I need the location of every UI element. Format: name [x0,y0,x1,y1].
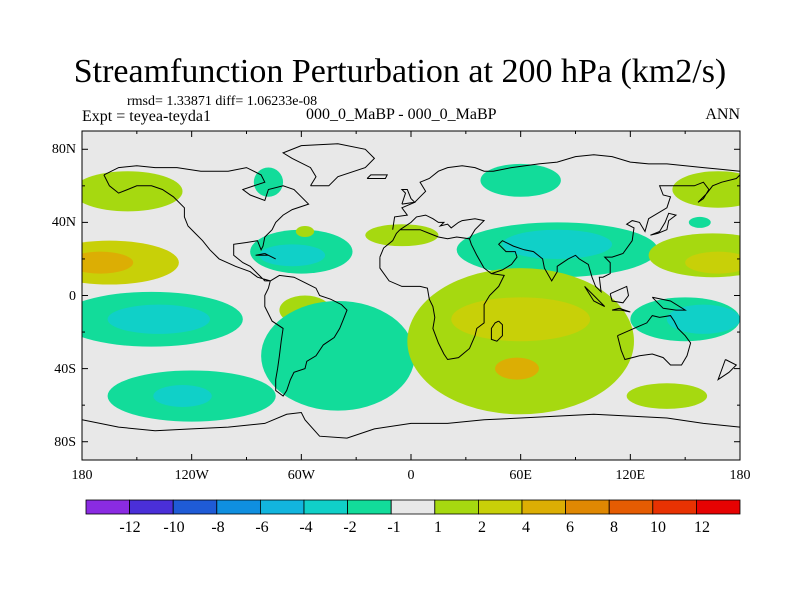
contour-fill-layer [82,163,740,422]
colorbar-box [608,499,654,515]
colorbar-label: 1 [434,519,442,536]
contour-region [626,383,708,409]
colorbar-label: -8 [211,519,224,536]
colorbar-label: 8 [610,519,618,536]
colorbar [85,499,741,515]
colorbar-label: 4 [522,519,530,536]
colorbar-box [216,499,261,515]
coastline [650,212,678,236]
contour-region [502,229,613,259]
coastline [264,274,348,397]
plot-title: Streamfunction Perturbation at 200 hPa (… [73,53,727,90]
contour-region [407,268,634,415]
coastline [651,296,687,311]
y-tick-label: 40N [52,215,76,230]
colorbar-label: -1 [387,519,400,536]
coastline [717,359,738,381]
colorbar-box [521,499,566,515]
colorbar-label: 10 [650,519,666,536]
contour-region [666,304,740,334]
x-tick-labels: 180 120W 60W 0 60E 120E 180 [72,468,751,483]
colorbar-box [652,499,697,515]
x-tick-label: 120E [616,468,646,483]
colorbar-box [434,499,479,515]
coastline [400,189,416,205]
coastline [379,229,401,258]
contour-region [672,171,740,208]
coastline [379,238,505,361]
colorbar-labels: -12 -10 -8 -6 -4 -2 -1 1 2 4 6 8 10 12 [119,519,710,536]
x-tick-label: 180 [730,468,751,483]
coastline [490,320,503,342]
colorbar-box [172,499,218,515]
coastline [366,174,389,179]
colorbar-label: 2 [478,519,486,536]
contour-region [480,163,561,197]
case-names: 000_0_MaBP - 000_0_MaBP [306,106,497,123]
axis-ticks [81,131,741,460]
coastline [399,214,486,240]
x-tick-label: 120W [175,468,210,483]
coastline [82,411,740,439]
coastline [281,143,376,187]
y-tick-labels: 80N 40N 0 40S 80S [52,142,76,450]
contour-region [688,216,711,228]
contour-region [261,300,415,411]
season-label: ANN [705,106,740,123]
y-tick-label: 80S [54,435,76,450]
colorbar-box [390,499,436,515]
contour-region [153,385,212,407]
contour-region [295,226,315,238]
contour-region [82,171,183,212]
coastline [609,285,630,304]
y-tick-label: 0 [69,289,76,304]
coastline [103,165,310,282]
coastline-layer [82,143,740,439]
contour-region [253,167,284,197]
coastline [584,286,606,307]
colorbar-label: 12 [694,519,710,536]
x-tick-label: 60E [509,468,532,483]
rmsd-diff-stats: rmsd= 1.33871 diff= 1.06233e-08 [127,94,318,109]
contour-region [82,251,134,274]
colorbar-box [565,499,610,515]
coastline [392,154,740,230]
x-tick-label: 0 [408,468,415,483]
x-tick-label: 180 [72,468,93,483]
colorbar-box [259,499,305,515]
colorbar-label: -2 [343,519,356,536]
experiment-label: Expt = teyea-teyda1 [82,108,211,125]
contour-region [365,224,439,247]
colorbar-label: -4 [299,519,312,536]
coastline [255,253,276,260]
colorbar-box [303,499,348,515]
contour-region [685,251,740,274]
coastline [611,307,631,313]
contour-region [107,304,210,334]
coastline [617,315,692,366]
colorbar-box [85,499,130,515]
x-tick-label: 60W [288,468,316,483]
contour-region [495,357,539,380]
contour-region [259,244,326,267]
colorbar-box [477,499,523,515]
colorbar-box [347,499,392,515]
colorbar-label: -10 [163,519,184,536]
colorbar-box [696,499,741,515]
colorbar-label: 6 [566,519,574,536]
contour-region [451,297,591,342]
y-tick-label: 40S [54,362,76,377]
coastline [491,174,740,294]
y-tick-label: 80N [52,142,76,157]
colorbar-label: -12 [119,519,140,536]
colorbar-label: -6 [255,519,268,536]
colorbar-box [129,499,174,515]
